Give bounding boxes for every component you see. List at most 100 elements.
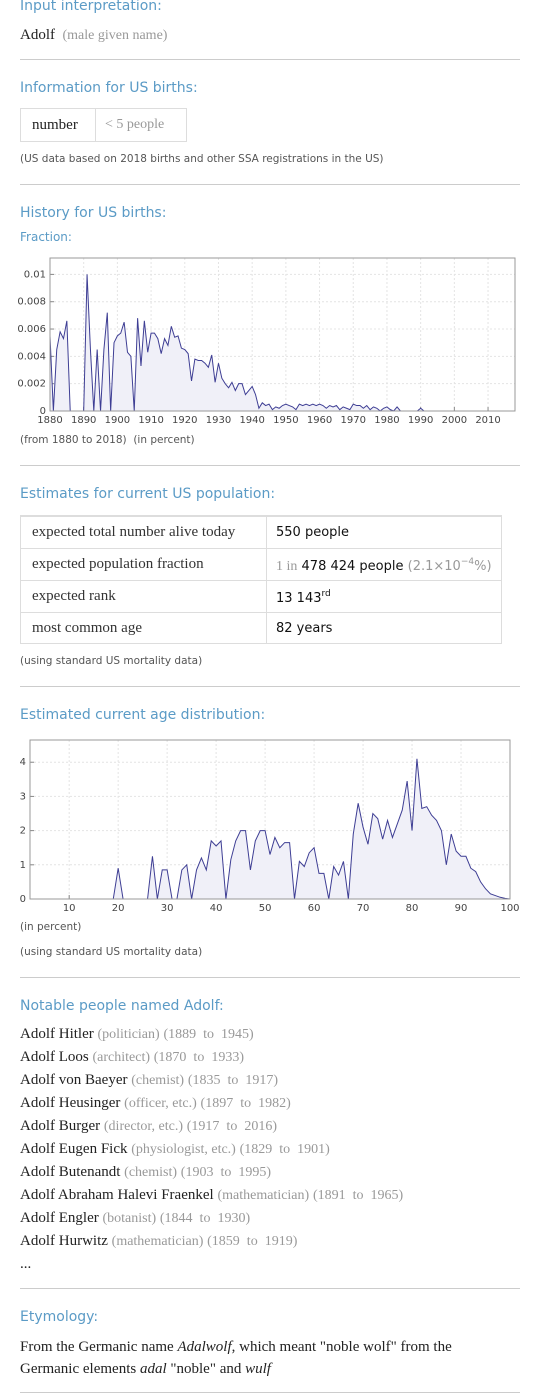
name-type: (male given name) — [62, 28, 168, 43]
person-role: (officer, etc.) — [124, 1096, 197, 1111]
y-tick-label: 0.002 — [17, 379, 46, 390]
x-tick-label: 1880 — [37, 415, 62, 426]
person-years: (1891 to 1965) — [312, 1188, 404, 1203]
heading: Etymology: — [20, 1309, 99, 1325]
person-years: (1917 to 2016) — [186, 1119, 277, 1134]
x-tick-label: 10 — [63, 903, 76, 914]
note: (from 1880 to 2018) — [20, 434, 127, 446]
x-tick-label: 1980 — [374, 415, 399, 426]
person-years: (1829 to 1901) — [239, 1142, 330, 1157]
x-tick-label: 50 — [259, 903, 272, 914]
table-row: expected population fraction 1 in 478 424… — [21, 548, 501, 581]
person-years: (1859 to 1919) — [207, 1234, 298, 1249]
heading: Notable people named Adolf: — [20, 998, 224, 1014]
table-row: expected rank 13 143rd — [21, 580, 501, 613]
subheading: Fraction: — [20, 230, 72, 244]
separator — [20, 184, 520, 185]
cell: < 5 people — [105, 117, 165, 132]
person: Adolf Butenandt (chemist) (1903 to 1995) — [20, 1164, 271, 1181]
person: Adolf Hitler (politician) (1889 to 1945) — [20, 1026, 254, 1043]
y-tick-label: 0 — [20, 894, 26, 905]
person-name: Adolf von Baeyer — [20, 1072, 128, 1088]
y-tick-label: 0 — [40, 406, 46, 417]
person-name: Adolf Burger — [20, 1118, 101, 1134]
person-years: (1889 to 1945) — [163, 1027, 254, 1042]
x-tick-label: 1940 — [239, 415, 264, 426]
y-tick-label: 4 — [20, 757, 26, 768]
x-tick-label: 20 — [112, 903, 125, 914]
separator — [20, 1288, 520, 1289]
person-years: (1835 to 1917) — [187, 1073, 279, 1088]
person-role: (politician) — [97, 1027, 160, 1042]
text-segment: "noble" and — [166, 1361, 246, 1377]
person-role: (chemist) — [124, 1165, 178, 1180]
area-fill — [50, 274, 515, 411]
y-tick-label: 1 — [20, 860, 26, 871]
x-tick-label: 1950 — [273, 415, 298, 426]
y-tick-label: 0.01 — [24, 269, 46, 280]
extra-base: (2.1×10 — [407, 559, 461, 574]
text-segment: adal — [139, 1361, 167, 1377]
extra: (2.1×10−4%) — [407, 557, 492, 574]
ordinal: rd — [321, 589, 331, 599]
exponent: −4 — [460, 557, 475, 567]
row-value: 82 years — [276, 621, 333, 636]
text-segment: Adalwolf — [177, 1339, 232, 1355]
separator — [20, 1392, 520, 1393]
x-tick-label: 1920 — [172, 415, 197, 426]
prefix: 1 in — [276, 559, 298, 574]
plot-border — [49, 257, 516, 412]
person: Adolf Abraham Halevi Fraenkel (mathemati… — [20, 1187, 403, 1204]
person-role: (director, etc.) — [103, 1119, 184, 1134]
person-years: (1870 to 1933) — [153, 1050, 244, 1065]
x-tick-label: 1960 — [307, 415, 332, 426]
separator — [20, 59, 520, 60]
heading: Estimates for current US population: — [20, 486, 276, 502]
x-tick-label: 2010 — [475, 415, 500, 426]
x-tick-label: 1990 — [408, 415, 433, 426]
x-tick-label: 1900 — [105, 415, 130, 426]
cell: number — [32, 117, 78, 133]
text-segment: From the Germanic name — [20, 1339, 178, 1355]
person: Adolf von Baeyer (chemist) (1835 to 1917… — [20, 1072, 278, 1089]
separator — [20, 686, 520, 687]
person-name: Adolf Hitler — [20, 1026, 94, 1042]
cell-divider — [95, 109, 96, 141]
table-row: expected total number alive today 550 peo… — [21, 516, 501, 549]
row-label: expected population fraction — [32, 556, 204, 572]
value: 13 143 — [276, 591, 322, 606]
person-role: (physiologist, etc.) — [131, 1142, 236, 1157]
chart: 0 0.002 0.004 0.006 0.008 0.01 1880 1890 1900 191… — [17, 257, 516, 426]
x-tick-label: 90 — [455, 903, 468, 914]
extra-tail: %) — [474, 559, 492, 574]
x-tick-label: 40 — [210, 903, 223, 914]
more: ... — [20, 1256, 32, 1272]
row-label: expected rank — [32, 588, 116, 604]
name: Adolf — [20, 27, 55, 43]
person: Adolf Engler (botanist) (1844 to 1930) — [20, 1210, 250, 1227]
births-table: number < 5 people — [20, 108, 187, 142]
heading: Estimated current age distribution: — [20, 707, 266, 723]
area-fill — [30, 758, 510, 899]
plot-border — [29, 739, 511, 900]
person-name: Adolf Eugen Fick — [20, 1141, 128, 1157]
person-role: (mathematician) — [217, 1188, 310, 1203]
x-tick-label: 80 — [406, 903, 419, 914]
x-tick-label: 30 — [161, 903, 174, 914]
person: Adolf Heusinger (officer, etc.) (1897 to… — [20, 1095, 291, 1112]
note: (from 1880 to 2018) (in percent) — [20, 434, 195, 446]
person-role: (architect) — [92, 1050, 151, 1065]
x-tick-label: 100 — [500, 903, 519, 914]
note: (in percent) — [20, 921, 82, 933]
note: (using standard US mortality data) — [20, 655, 203, 667]
x-tick-label: 1970 — [341, 415, 366, 426]
heading: Input interpretation: — [20, 0, 162, 14]
person-years: (1844 to 1930) — [159, 1211, 251, 1226]
y-tick-label: 0.006 — [17, 324, 46, 335]
y-tick-label: 0.004 — [17, 351, 46, 362]
person-name: Adolf Heusinger — [20, 1095, 121, 1111]
cell-divider — [266, 516, 267, 643]
heading: Information for US births: — [20, 80, 198, 96]
person-role: (chemist) — [131, 1073, 185, 1088]
